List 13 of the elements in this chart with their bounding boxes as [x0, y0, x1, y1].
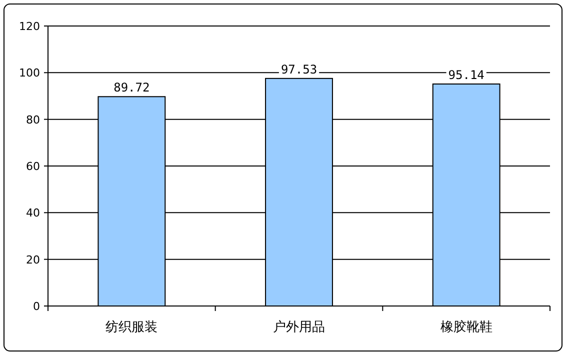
x-tick-label: 橡胶靴鞋: [440, 320, 492, 335]
data-label: 97.53: [280, 62, 318, 76]
y-tick-label: 0: [33, 300, 40, 313]
y-tick-label: 20: [26, 253, 40, 266]
y-tick-label: 60: [26, 160, 40, 173]
y-tick-label: 120: [19, 20, 40, 33]
x-tick-label: 户外用品: [273, 320, 325, 335]
x-tick-label: 纺织服装: [106, 320, 158, 335]
y-tick-label: 40: [26, 206, 40, 220]
y-tick-label: 100: [19, 66, 40, 80]
y-tick-label: 80: [26, 113, 40, 126]
data-label: 95.14: [448, 68, 484, 82]
data-label: 89.72: [114, 80, 150, 95]
